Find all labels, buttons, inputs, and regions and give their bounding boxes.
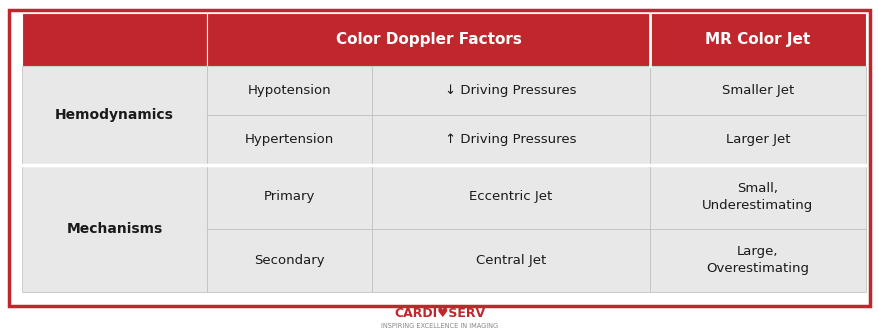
- Text: MR Color Jet: MR Color Jet: [704, 32, 810, 47]
- Bar: [649, 165, 865, 228]
- Bar: [22, 13, 207, 66]
- Text: Primary: Primary: [263, 190, 315, 203]
- Text: Smaller Jet: Smaller Jet: [721, 84, 793, 97]
- Bar: [207, 13, 649, 66]
- Text: Hemodynamics: Hemodynamics: [55, 108, 174, 122]
- Bar: [207, 66, 371, 115]
- Bar: [22, 165, 207, 292]
- Bar: [207, 228, 371, 292]
- Text: INSPIRING EXCELLENCE IN IMAGING: INSPIRING EXCELLENCE IN IMAGING: [380, 323, 498, 329]
- Text: ↓ Driving Pressures: ↓ Driving Pressures: [444, 84, 576, 97]
- Text: Eccentric Jet: Eccentric Jet: [469, 190, 551, 203]
- Bar: [371, 66, 649, 115]
- Text: Hypotension: Hypotension: [248, 84, 331, 97]
- Text: CARDI♥SERV: CARDI♥SERV: [393, 307, 485, 320]
- Text: Central Jet: Central Jet: [475, 254, 545, 267]
- Bar: [22, 66, 207, 165]
- Text: Mechanisms: Mechanisms: [67, 221, 162, 236]
- Text: Color Doppler Factors: Color Doppler Factors: [335, 32, 521, 47]
- Text: Large,
Overestimating: Large, Overestimating: [705, 245, 809, 276]
- Bar: [649, 66, 865, 115]
- Bar: [649, 228, 865, 292]
- Bar: [649, 13, 865, 66]
- Bar: [371, 228, 649, 292]
- Text: Small,
Underestimating: Small, Underestimating: [702, 182, 812, 212]
- Bar: [371, 165, 649, 228]
- Bar: [649, 115, 865, 165]
- Text: ↑ Driving Pressures: ↑ Driving Pressures: [444, 133, 576, 146]
- Bar: [9, 10, 869, 306]
- Text: Larger Jet: Larger Jet: [724, 133, 789, 146]
- Bar: [207, 115, 371, 165]
- Bar: [371, 115, 649, 165]
- Text: Hypertension: Hypertension: [245, 133, 334, 146]
- Text: Secondary: Secondary: [254, 254, 325, 267]
- Bar: [207, 165, 371, 228]
